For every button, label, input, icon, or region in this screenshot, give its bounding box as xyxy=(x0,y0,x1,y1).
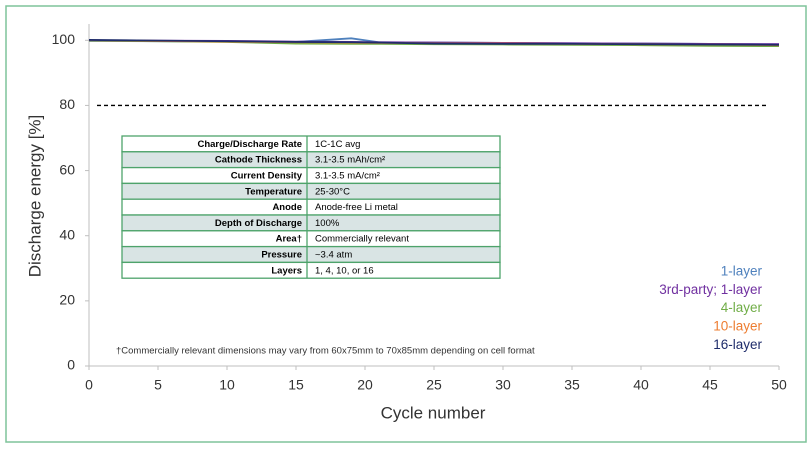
table-value: 3.1-3.5 mAh/cm² xyxy=(315,155,385,166)
table-label: Area† xyxy=(276,234,302,245)
table-value: 1, 4, 10, or 16 xyxy=(315,265,374,276)
table-row xyxy=(121,198,501,216)
table-value: ~3.4 atm xyxy=(315,250,352,261)
y-tick-label: 60 xyxy=(59,161,75,177)
y-axis-label: Discharge energy [%] xyxy=(25,115,44,278)
table-label: Temperature xyxy=(245,186,302,197)
table-row xyxy=(121,245,501,264)
x-tick-label: 25 xyxy=(426,377,442,393)
table-label: Layers xyxy=(271,265,302,276)
table-row xyxy=(121,166,501,185)
y-tick-label: 100 xyxy=(52,31,76,47)
x-tick-label: 5 xyxy=(154,377,162,393)
table-row xyxy=(121,182,501,200)
x-tick-label: 50 xyxy=(771,377,787,393)
x-tick-label: 0 xyxy=(85,377,93,393)
table-label: Cathode Thickness xyxy=(215,155,302,166)
x-tick-label: 35 xyxy=(564,377,580,393)
x-tick-label: 40 xyxy=(633,377,649,393)
table-value: 100% xyxy=(315,218,340,229)
table-row xyxy=(121,151,501,169)
x-tick-label: 10 xyxy=(219,377,235,393)
y-tick-label: 40 xyxy=(59,226,75,242)
table-label: Anode xyxy=(272,202,302,213)
legend-entry: 16-layer xyxy=(713,337,762,352)
legend-entry: 10-layer xyxy=(713,318,762,333)
table-label: Depth of Discharge xyxy=(215,218,302,229)
table-label: Pressure xyxy=(261,250,302,261)
x-axis-label: Cycle number xyxy=(381,403,486,422)
table-label: Current Density xyxy=(231,171,303,182)
footnote: †Commercially relevant dimensions may va… xyxy=(116,346,535,357)
table-row xyxy=(121,261,501,279)
table-value: 25-30°C xyxy=(315,186,350,197)
table-value: Commercially relevant xyxy=(315,234,409,245)
table-value: 1C-1C avg xyxy=(315,139,360,150)
legend-entry: 3rd-party; 1-layer xyxy=(659,282,762,297)
x-tick-label: 20 xyxy=(357,377,373,393)
table-row xyxy=(121,230,501,248)
y-tick-label: 80 xyxy=(59,96,75,112)
x-tick-label: 45 xyxy=(702,377,718,393)
legend-entry: 4-layer xyxy=(721,300,763,315)
table-label: Charge/Discharge Rate xyxy=(197,139,302,150)
x-tick-label: 15 xyxy=(288,377,304,393)
x-tick-label: 30 xyxy=(495,377,511,393)
table-row xyxy=(121,135,501,153)
y-tick-label: 20 xyxy=(59,292,75,308)
table-row xyxy=(121,214,501,232)
y-tick-label: 0 xyxy=(67,357,75,373)
series-line xyxy=(88,39,780,46)
table-value: 3.1-3.5 mA/cm² xyxy=(315,171,380,182)
legend-entry: 1-layer xyxy=(721,264,763,279)
table-value: Anode-free Li metal xyxy=(315,202,398,213)
